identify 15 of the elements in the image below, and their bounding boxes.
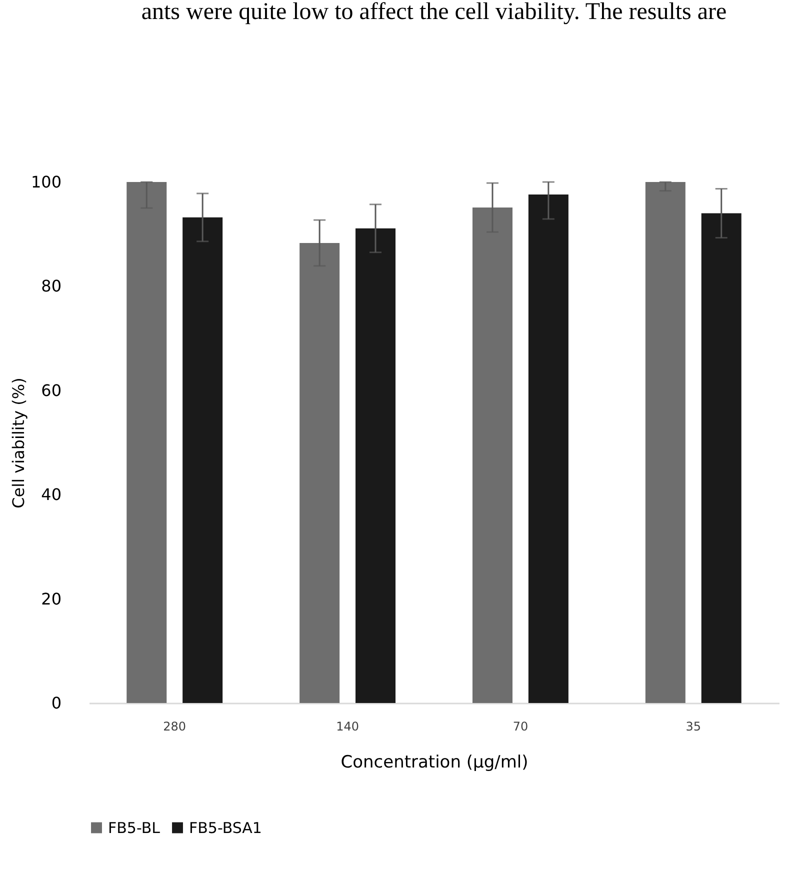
- legend-label: FB5-BSA1: [189, 818, 262, 837]
- y-tick-label: 0: [51, 694, 62, 712]
- y-tick-label: 60: [41, 380, 62, 400]
- y-tick-label: 80: [41, 276, 62, 296]
- x-axis-title: Concentration (µg/ml): [340, 752, 528, 772]
- text: ants were quite low to affect the cell viability. The results are: [141, 0, 727, 25]
- x-tick-label: 70: [512, 720, 528, 734]
- y-tick-label: 100: [30, 172, 62, 192]
- y-tick-label: 40: [41, 485, 62, 504]
- x-tick-label: 35: [686, 720, 702, 734]
- y-axis-title: Cell viability (%): [8, 378, 28, 508]
- legend-label: FB5-BL: [108, 818, 161, 837]
- x-tick-label: 280: [163, 720, 186, 734]
- y-tick-label: 20: [41, 589, 62, 608]
- x-tick-label: 140: [336, 720, 359, 734]
